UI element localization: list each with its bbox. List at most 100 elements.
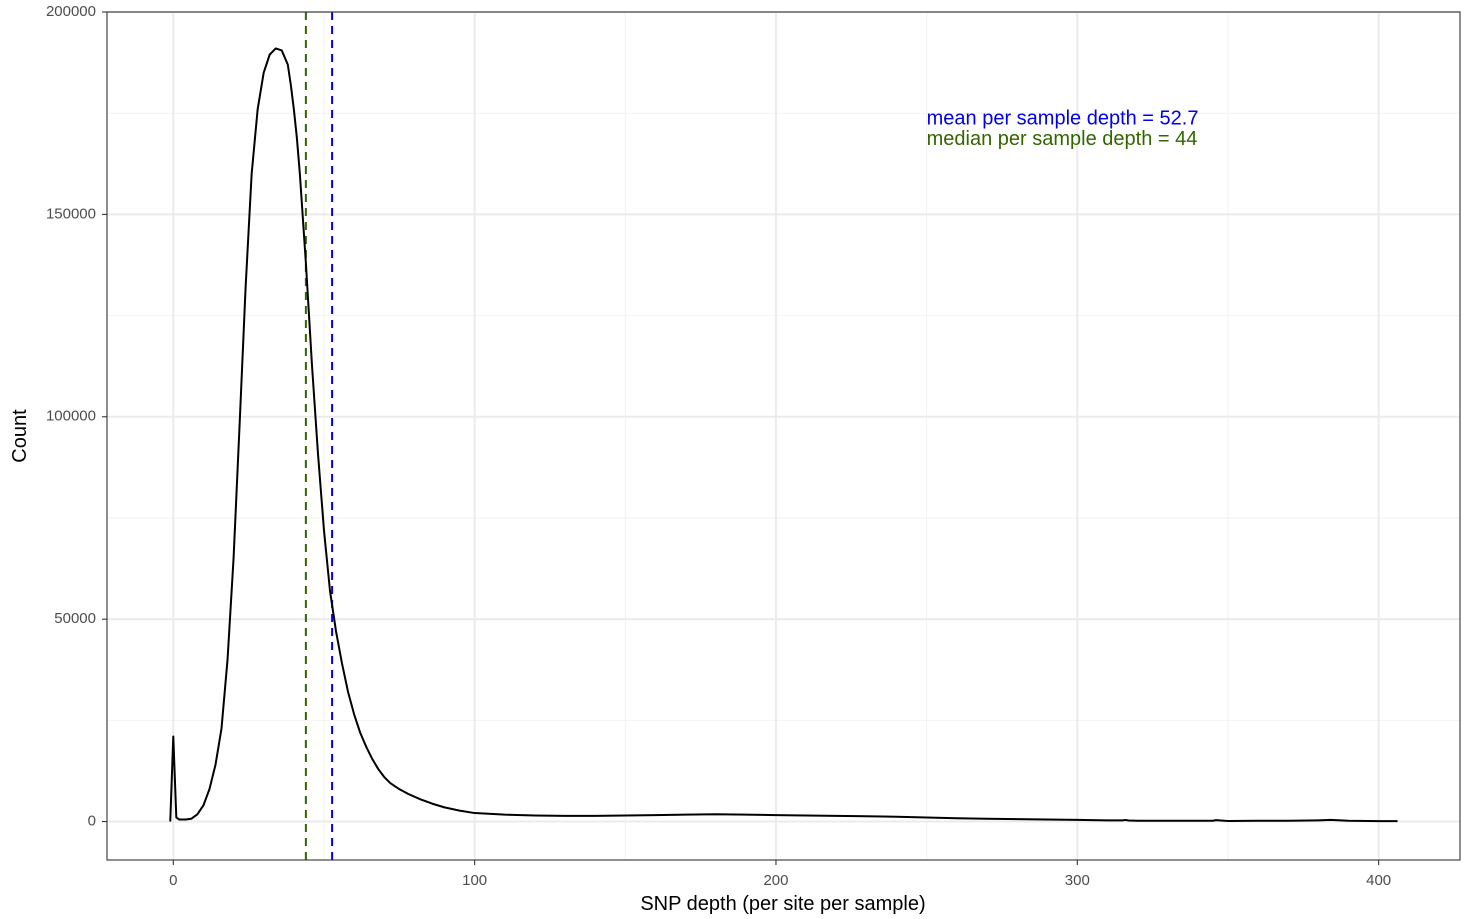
series-point (1317, 819, 1319, 821)
series-point (1076, 819, 1078, 821)
series-point (459, 810, 461, 812)
series-point (311, 363, 313, 365)
series-point (305, 262, 307, 264)
series-point (431, 803, 433, 805)
series-point (245, 286, 247, 288)
series-point (257, 108, 259, 110)
series-point (287, 64, 289, 66)
x-axis-title: SNP depth (per site per sample) (640, 893, 925, 915)
median-depth-annotation: median per sample depth = 44 (927, 128, 1198, 150)
series-point (341, 663, 343, 665)
panel-background (107, 12, 1460, 860)
series-point (172, 736, 174, 738)
mean-depth-annotation: mean per sample depth = 52.7 (927, 108, 1199, 130)
series-point (175, 817, 177, 819)
series-point (196, 813, 198, 815)
series-point (263, 72, 265, 74)
series-point (221, 727, 223, 729)
series-point (299, 173, 301, 175)
series-point (1106, 819, 1108, 821)
series-point (389, 782, 391, 784)
series-point (335, 630, 337, 632)
series-point (383, 776, 385, 778)
series-point (202, 804, 204, 806)
series-point (896, 816, 898, 818)
series-point (534, 814, 536, 816)
series-point (239, 424, 241, 426)
series-point (208, 788, 210, 790)
series-point (1396, 820, 1398, 822)
series-point (398, 788, 400, 790)
series-point (281, 49, 283, 51)
series-point (1197, 820, 1199, 822)
series-line (169, 47, 1398, 823)
series-point (227, 659, 229, 661)
series-point (594, 815, 596, 817)
series-point (685, 814, 687, 816)
series-point (1378, 820, 1380, 822)
series-point (365, 746, 367, 748)
series-point (233, 557, 235, 559)
series-point (775, 814, 777, 816)
series-point (1128, 820, 1130, 822)
series-point (835, 815, 837, 817)
series-point (1215, 819, 1217, 821)
y-axis-title: Count (9, 409, 31, 463)
series-point (1212, 820, 1214, 822)
series-point (251, 173, 253, 175)
series-point (419, 798, 421, 800)
series-point (624, 814, 626, 816)
series-point (926, 817, 928, 819)
series-point (474, 812, 476, 814)
series-point (353, 713, 355, 715)
y-tick-label: 200000 (46, 3, 96, 20)
series-point (317, 452, 319, 454)
series-point (1167, 820, 1169, 822)
series-point (956, 817, 958, 819)
series-point (269, 54, 271, 56)
series-point (377, 768, 379, 770)
panel-border (106, 11, 1461, 861)
y-axis: 0 50000 100000 150000 200000 (46, 3, 107, 830)
x-tick-label: 200 (763, 872, 788, 889)
x-tick-label: 400 (1366, 872, 1391, 889)
series-point (1125, 819, 1127, 821)
series-point (1329, 819, 1331, 821)
series-point (1016, 818, 1018, 820)
series-point (371, 758, 373, 760)
series-point (323, 529, 325, 531)
series-point (504, 814, 506, 816)
series-point (654, 814, 656, 816)
series-point (293, 108, 295, 110)
series-point (444, 806, 446, 808)
x-axis: 0 100 200 300 400 (169, 860, 1391, 889)
y-tick-label: 150000 (46, 205, 96, 222)
series-point (805, 814, 807, 816)
series-point (1348, 820, 1350, 822)
x-tick-label: 100 (462, 872, 487, 889)
series-point (190, 818, 192, 820)
series-point (214, 764, 216, 766)
series-point (169, 820, 171, 822)
series-point (986, 818, 988, 820)
series-point (329, 590, 331, 592)
y-tick-label: 50000 (54, 610, 96, 627)
series-layer (169, 47, 1398, 823)
series-point (178, 819, 180, 821)
series-point (1122, 819, 1124, 821)
series-point (715, 813, 717, 815)
series-point (359, 732, 361, 734)
reference-lines (304, 12, 334, 860)
series-point (1137, 820, 1139, 822)
series-point (1287, 820, 1289, 822)
y-tick-label: 0 (88, 813, 96, 830)
x-tick-label: 0 (169, 872, 177, 889)
series-point (745, 814, 747, 816)
series-point (865, 815, 867, 817)
x-tick-label: 300 (1065, 872, 1090, 889)
series-point (1227, 820, 1229, 822)
series-point (296, 136, 298, 138)
y-tick-label: 100000 (46, 408, 96, 425)
series-point (275, 47, 277, 49)
